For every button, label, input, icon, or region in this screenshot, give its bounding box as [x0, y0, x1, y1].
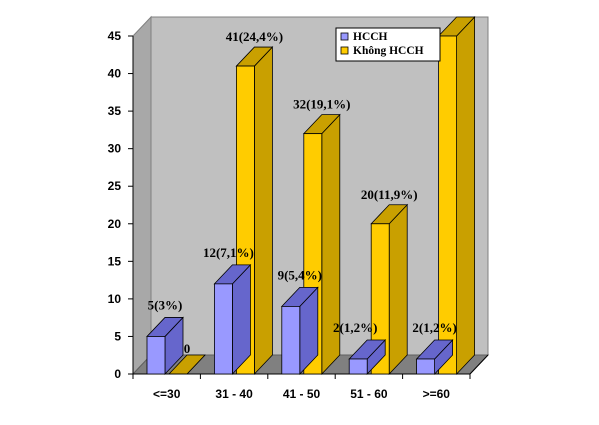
- bar-hcch-1: [213, 263, 252, 376]
- bar-side: [456, 15, 476, 376]
- y-tick-label: 10: [108, 292, 122, 306]
- x-tick-label: <=30: [153, 387, 181, 401]
- bar-front: [416, 358, 436, 375]
- bar-hcch-2: [280, 286, 319, 376]
- bar-front: [370, 223, 390, 375]
- bar-front: [281, 305, 301, 375]
- x-tick-label: 31 - 40: [215, 387, 253, 401]
- bar-side: [321, 113, 341, 376]
- y-tick-label: 20: [108, 217, 122, 231]
- bar-khong-hcch-0: [168, 354, 206, 375]
- y-tick-label: 40: [108, 67, 122, 81]
- bar-hcch-0: [146, 316, 184, 376]
- x-axis-depth-line: [469, 354, 489, 375]
- bars: [146, 15, 476, 376]
- legend: HCCH Không HCCH: [335, 27, 441, 62]
- y-tick-label: 25: [108, 179, 122, 193]
- data-label: 2(1,2%): [412, 320, 456, 335]
- data-label: 2(1,2%): [333, 320, 377, 335]
- legend-swatch-khong-hcch: [340, 46, 349, 55]
- side-wall: [132, 15, 152, 376]
- data-label: 0: [184, 341, 191, 356]
- y-tick-label: 5: [114, 329, 121, 343]
- legend-label-khong-hcch: Không HCCH: [353, 45, 424, 57]
- data-label: 5(3%): [148, 297, 183, 312]
- bar-front: [438, 35, 458, 375]
- data-labels: 5(3%) 12(7,1%) 9(5,4%) 2(1,2%) 2(1,2%) 0 41(24…: [148, 29, 457, 356]
- bar-side: [253, 46, 273, 376]
- bar-front: [146, 336, 166, 375]
- bar-hcch-4: [415, 338, 454, 376]
- y-tick-label: 0: [114, 367, 121, 381]
- data-label: 32(19,1%): [293, 97, 350, 112]
- y-tick-label: 15: [108, 254, 122, 268]
- y-tick-label: 30: [108, 142, 122, 156]
- legend-label-hcch: HCCH: [353, 31, 388, 43]
- bar-hcch-3: [348, 338, 387, 376]
- bar-side: [388, 203, 408, 376]
- x-axis: <=30 31 - 40 41 - 50 51 - 60 >=60: [132, 354, 489, 401]
- x-tick-label: 51 - 60: [350, 387, 388, 401]
- y-tick-label: 45: [108, 29, 122, 43]
- bar-front: [348, 358, 368, 375]
- x-tick-label: 41 - 50: [283, 387, 321, 401]
- data-label: 20(11,9%): [361, 187, 418, 202]
- data-label: 12(7,1%): [203, 245, 254, 260]
- data-label: 41(24,4%): [226, 29, 283, 44]
- y-tick-label: 35: [108, 104, 122, 118]
- bar-khong-hcch-4: [437, 15, 476, 376]
- data-label: 9(5,4%): [278, 267, 322, 282]
- x-tick-label: >=60: [423, 387, 451, 401]
- bar-khong-hcch-3: [370, 203, 409, 376]
- legend-swatch-hcch: [340, 32, 349, 41]
- bar-front: [213, 283, 233, 375]
- y-axis: 0 5 10 15 20 25 30 35 40 45: [108, 29, 134, 381]
